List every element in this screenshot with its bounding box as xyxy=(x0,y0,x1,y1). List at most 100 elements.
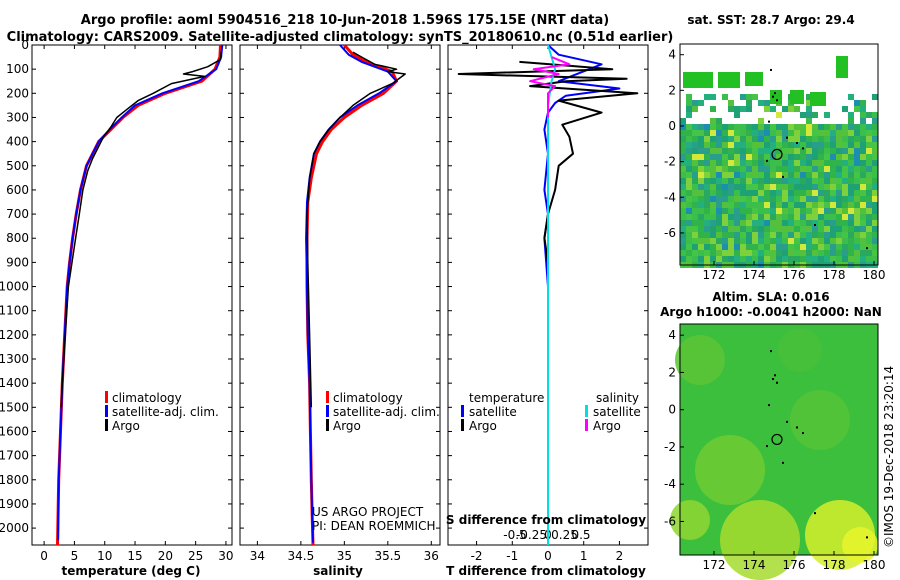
map-cell xyxy=(710,178,716,184)
map-cell xyxy=(746,196,752,202)
map-cell xyxy=(836,214,842,220)
legend-swatch-climatology xyxy=(326,391,329,403)
map-cell xyxy=(704,148,710,154)
map-cell xyxy=(752,196,758,202)
map-cell xyxy=(848,250,854,256)
y-tick-label: 4 xyxy=(668,328,676,342)
island-dot xyxy=(776,99,778,102)
map-cell xyxy=(734,148,740,154)
map-cell xyxy=(704,226,710,232)
map-cell xyxy=(686,190,692,196)
map-cell xyxy=(800,232,806,238)
map-cell xyxy=(788,190,794,196)
map-cell xyxy=(812,154,818,160)
map-cell xyxy=(740,106,746,112)
map-cell xyxy=(764,244,770,250)
map-cell xyxy=(806,196,812,202)
map-cell xyxy=(800,196,806,202)
map-cell xyxy=(734,178,740,184)
map-blob xyxy=(670,500,710,540)
map-cell xyxy=(788,184,794,190)
y-tick-label: 4 xyxy=(668,48,676,62)
map-cell xyxy=(836,250,842,256)
map-cell xyxy=(728,130,734,136)
map-cell xyxy=(764,208,770,214)
credit-project: US ARGO PROJECT xyxy=(312,505,424,519)
map-cell xyxy=(740,154,746,160)
temperature-xlabel: temperature (deg C) xyxy=(62,564,201,578)
map-cell xyxy=(698,256,704,262)
map-cell xyxy=(728,202,734,208)
salinity-legend: climatology satellite-adj. clim. Argo xyxy=(326,391,440,433)
map-cell xyxy=(848,202,854,208)
map-cell xyxy=(866,256,872,262)
map-cell xyxy=(806,100,812,106)
map-cell xyxy=(710,106,716,112)
map-cell xyxy=(746,148,752,154)
map-cell xyxy=(836,56,848,78)
map-cell xyxy=(836,256,842,262)
map-cell xyxy=(686,226,692,232)
map-cell xyxy=(854,154,860,160)
map-cell xyxy=(854,106,860,112)
map-cell xyxy=(698,124,704,130)
map-cell xyxy=(692,202,698,208)
map-cell xyxy=(788,148,794,154)
island-dot xyxy=(774,92,776,95)
map-cell xyxy=(806,106,812,112)
map-cell xyxy=(752,220,758,226)
map-cell xyxy=(860,220,866,226)
map-cell xyxy=(722,94,728,100)
map-cell xyxy=(842,130,848,136)
map-cell xyxy=(770,166,776,172)
map-cell xyxy=(866,202,872,208)
map-cell xyxy=(770,244,776,250)
map-cell xyxy=(836,148,842,154)
map-cell xyxy=(680,118,686,124)
legend-swatch-s-argo xyxy=(585,419,588,431)
y-tick-label: 700 xyxy=(6,207,29,221)
x-tick-label: 25 xyxy=(188,549,203,563)
map-cell xyxy=(683,72,713,88)
map-cell xyxy=(800,124,806,130)
map-cell xyxy=(752,208,758,214)
map-cell xyxy=(800,202,806,208)
map-cell xyxy=(810,92,826,106)
map-cell xyxy=(764,142,770,148)
map-cell xyxy=(764,202,770,208)
map-cell xyxy=(860,118,866,124)
map-cell xyxy=(866,220,872,226)
map-cell xyxy=(848,214,854,220)
map-cell xyxy=(746,160,752,166)
map-cell xyxy=(698,202,704,208)
map-cell xyxy=(704,196,710,202)
map-cell xyxy=(782,190,788,196)
map-cell xyxy=(776,142,782,148)
x-tick-label: 1 xyxy=(580,549,588,563)
map-cell xyxy=(740,184,746,190)
map-cell xyxy=(680,220,686,226)
title-line-1: Argo profile: aoml 5904516_218 10-Jun-20… xyxy=(81,13,609,28)
island-dot xyxy=(814,224,816,227)
y-tick-label: -6 xyxy=(664,514,676,528)
map-cell xyxy=(728,160,734,166)
map-cell xyxy=(872,124,878,130)
map-cell xyxy=(830,220,836,226)
map-cell xyxy=(752,184,758,190)
legend-swatch-argo xyxy=(326,419,329,431)
temperature-legend: climatology satellite-adj. clim. Argo xyxy=(105,391,219,433)
map-cell xyxy=(746,226,752,232)
map-cell xyxy=(824,142,830,148)
map-cell xyxy=(842,106,848,112)
x-tick-label: 20 xyxy=(158,549,173,563)
map-cell xyxy=(848,226,854,232)
map-cell xyxy=(722,202,728,208)
map-cell xyxy=(860,166,866,172)
map-cell xyxy=(854,166,860,172)
map-cell xyxy=(800,226,806,232)
map-cell xyxy=(704,172,710,178)
map-cell xyxy=(746,238,752,244)
map-cell xyxy=(710,232,716,238)
map-cell xyxy=(752,94,758,100)
map-cell xyxy=(770,238,776,244)
